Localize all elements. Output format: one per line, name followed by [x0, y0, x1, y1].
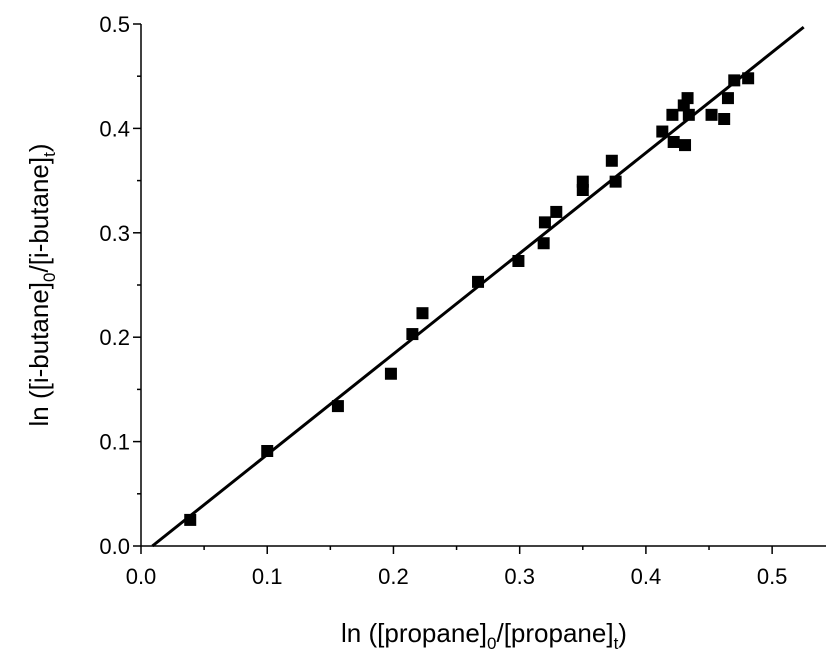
data-point — [721, 92, 734, 105]
x-tick-label: 0.5 — [757, 564, 788, 589]
y-tick-label: 0.1 — [99, 430, 130, 455]
data-point — [656, 125, 669, 138]
x-title-mid: /[propane] — [496, 618, 613, 648]
data-point — [728, 74, 741, 87]
data-point — [718, 113, 731, 126]
y-title-mid: /[i-butane] — [24, 157, 54, 273]
data-point — [681, 92, 694, 105]
data-point — [384, 367, 397, 380]
data-point — [605, 154, 618, 167]
data-point — [679, 139, 692, 152]
data-point — [576, 175, 589, 188]
y-title-sub2: t — [40, 152, 59, 157]
y-tick-label: 0.3 — [99, 221, 130, 246]
x-tick-label: 0.0 — [126, 564, 157, 589]
y-tick-label: 0.4 — [99, 116, 130, 141]
x-tick-label: 0.1 — [252, 564, 283, 589]
y-axis-title: ln ([i-butane]0/[i-butane]t) — [24, 143, 59, 426]
y-title-suffix: ) — [24, 143, 54, 152]
y-tick-label: 0.0 — [99, 534, 130, 559]
data-point — [742, 72, 755, 85]
x-ticks: 0.0 0.1 0.2 0.3 0.4 0.5 — [126, 546, 788, 589]
data-point — [331, 400, 344, 413]
x-tick-label: 0.4 — [631, 564, 662, 589]
y-tick-label: 0.2 — [99, 325, 130, 350]
y-title-sub1: 0 — [40, 273, 59, 282]
data-point — [416, 307, 429, 320]
y-title-prefix: ln ([i-butane] — [24, 282, 54, 427]
x-title-prefix: ln ([propane] — [341, 618, 487, 648]
data-point — [537, 237, 550, 250]
data-point — [550, 205, 563, 218]
y-ticks: 0.0 0.1 0.2 0.3 0.4 0.5 — [99, 12, 141, 559]
data-point — [705, 108, 718, 121]
data-point — [538, 216, 551, 229]
data-point — [261, 444, 274, 457]
x-title-suffix: ) — [618, 618, 627, 648]
x-title-sub1: 0 — [487, 634, 496, 653]
data-point — [472, 275, 485, 288]
data-point — [406, 328, 419, 341]
x-tick-label: 0.3 — [504, 564, 535, 589]
x-tick-label: 0.2 — [378, 564, 409, 589]
data-point — [184, 513, 197, 526]
data-point — [667, 135, 680, 148]
data-point — [609, 175, 622, 188]
data-point — [666, 108, 679, 121]
x-title-sub2: t — [614, 634, 619, 653]
data-point — [682, 108, 695, 121]
y-tick-label: 0.5 — [99, 12, 130, 37]
data-point — [512, 254, 525, 267]
data-points — [184, 72, 755, 526]
x-axis-title: ln ([propane]0/[propane]t) — [341, 618, 627, 653]
